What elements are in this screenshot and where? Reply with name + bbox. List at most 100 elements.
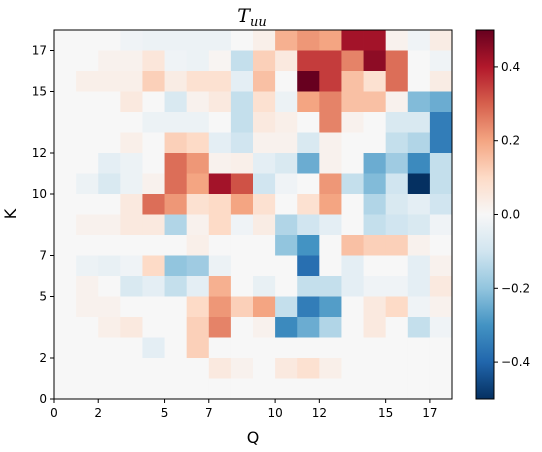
heatmap-cell: [275, 337, 298, 359]
heatmap-cell: [98, 378, 121, 400]
heatmap-cell: [275, 30, 298, 51]
heatmap-cell: [407, 50, 431, 72]
heatmap-cell: [363, 235, 387, 256]
heatmap-cell: [164, 112, 188, 133]
heatmap-cell: [385, 153, 409, 174]
heatmap-cell: [319, 337, 342, 359]
heatmap-cell: [429, 50, 453, 72]
heatmap-cell: [142, 296, 165, 318]
chart-title: Tuu: [237, 5, 266, 30]
heatmap-cell: [341, 71, 364, 92]
heatmap-cell: [186, 30, 210, 51]
heatmap-cell: [54, 153, 77, 174]
heatmap-cell: [164, 235, 188, 256]
heatmap-cell: [363, 276, 387, 297]
heatmap-cell: [275, 50, 298, 72]
heatmap-cell: [385, 194, 409, 215]
heatmap-cell: [297, 173, 320, 195]
heatmap-cell: [253, 276, 276, 297]
heatmap-cell: [186, 296, 210, 318]
x-tick-label: 0: [50, 406, 58, 420]
heatmap-cell: [429, 235, 453, 256]
colorbar-tick-label: −0.4: [501, 355, 530, 369]
heatmap-cell: [98, 296, 121, 318]
y-tick-label: 2: [39, 351, 47, 365]
heatmap-cell: [54, 30, 77, 51]
heatmap-cell: [186, 276, 210, 297]
x-tick-label: 17: [422, 406, 437, 420]
heatmap-cell: [429, 132, 453, 154]
heatmap-cell: [363, 296, 387, 318]
heatmap-cell: [253, 317, 276, 338]
heatmap-cell: [407, 132, 431, 154]
heatmap-cell: [407, 173, 431, 195]
heatmap-cell: [253, 214, 276, 236]
heatmap-cell: [208, 337, 232, 359]
heatmap-cell: [253, 358, 276, 379]
y-tick-label: 15: [32, 85, 47, 99]
colorbar-ticks: 0.4 0.2 0.0 −0.2 −0.4: [494, 60, 530, 369]
heatmap-cell: [341, 132, 364, 154]
heatmap-cell: [341, 317, 364, 338]
heatmap-cell: [54, 276, 77, 297]
colorbar-tick-label: 0.2: [501, 134, 520, 148]
heatmap-cell: [76, 91, 99, 113]
heatmap-cell: [164, 30, 188, 51]
heatmap-cell: [275, 255, 298, 277]
heatmap-cell: [208, 358, 232, 379]
heatmap-cell: [120, 235, 143, 256]
heatmap-cell: [230, 194, 254, 215]
heatmap-cell: [253, 112, 276, 133]
heatmap-cell: [407, 276, 431, 297]
heatmap-cell: [208, 132, 232, 154]
x-tick-label: 7: [205, 406, 213, 420]
heatmap-cell: [319, 173, 342, 195]
heatmap-cell: [363, 173, 387, 195]
heatmap-cell: [253, 132, 276, 154]
heatmap-cell: [253, 71, 276, 92]
heatmap-cell: [385, 235, 409, 256]
x-axis-label: Q: [247, 428, 260, 447]
heatmap-cell: [275, 317, 298, 338]
heatmap-cell: [297, 71, 320, 92]
heatmap-cell: [429, 71, 453, 92]
heatmap-cell: [275, 132, 298, 154]
heatmap-cell: [208, 71, 232, 92]
heatmap-cell: [54, 91, 77, 113]
heatmap-cell: [385, 71, 409, 92]
heatmap-cell: [429, 276, 453, 297]
heatmap-cell: [407, 255, 431, 277]
heatmap-cell: [186, 50, 210, 72]
heatmap-cell: [319, 112, 342, 133]
heatmap-cell: [230, 214, 254, 236]
heatmap-cell: [230, 296, 254, 318]
heatmap-cell: [186, 153, 210, 174]
heatmap-cell: [275, 296, 298, 318]
heatmap-cell: [120, 194, 143, 215]
heatmap-cell: [297, 194, 320, 215]
heatmap-cell: [76, 153, 99, 174]
heatmap-cell: [142, 214, 165, 236]
heatmap-cell: [319, 317, 342, 338]
heatmap-cell: [208, 91, 232, 113]
heatmap-cell: [407, 378, 431, 400]
heatmap-cell: [319, 214, 342, 236]
heatmap-cell: [341, 378, 364, 400]
heatmap-cell: [407, 30, 431, 51]
heatmap-cell: [98, 337, 121, 359]
heatmap-cell: [76, 30, 99, 51]
heatmap-cell: [208, 255, 232, 277]
heatmap-cell: [319, 276, 342, 297]
heatmap-cell: [385, 255, 409, 277]
heatmap-cell: [385, 378, 409, 400]
heatmap-cell: [297, 132, 320, 154]
heatmap-cell: [54, 378, 77, 400]
x-tick-label: 12: [312, 406, 327, 420]
heatmap-cell: [385, 214, 409, 236]
heatmap-cell: [341, 214, 364, 236]
heatmap-cell: [319, 255, 342, 277]
heatmap-cell: [142, 50, 165, 72]
heatmap-cell: [319, 378, 342, 400]
heatmap-cell: [407, 296, 431, 318]
heatmap-cell: [54, 173, 77, 195]
